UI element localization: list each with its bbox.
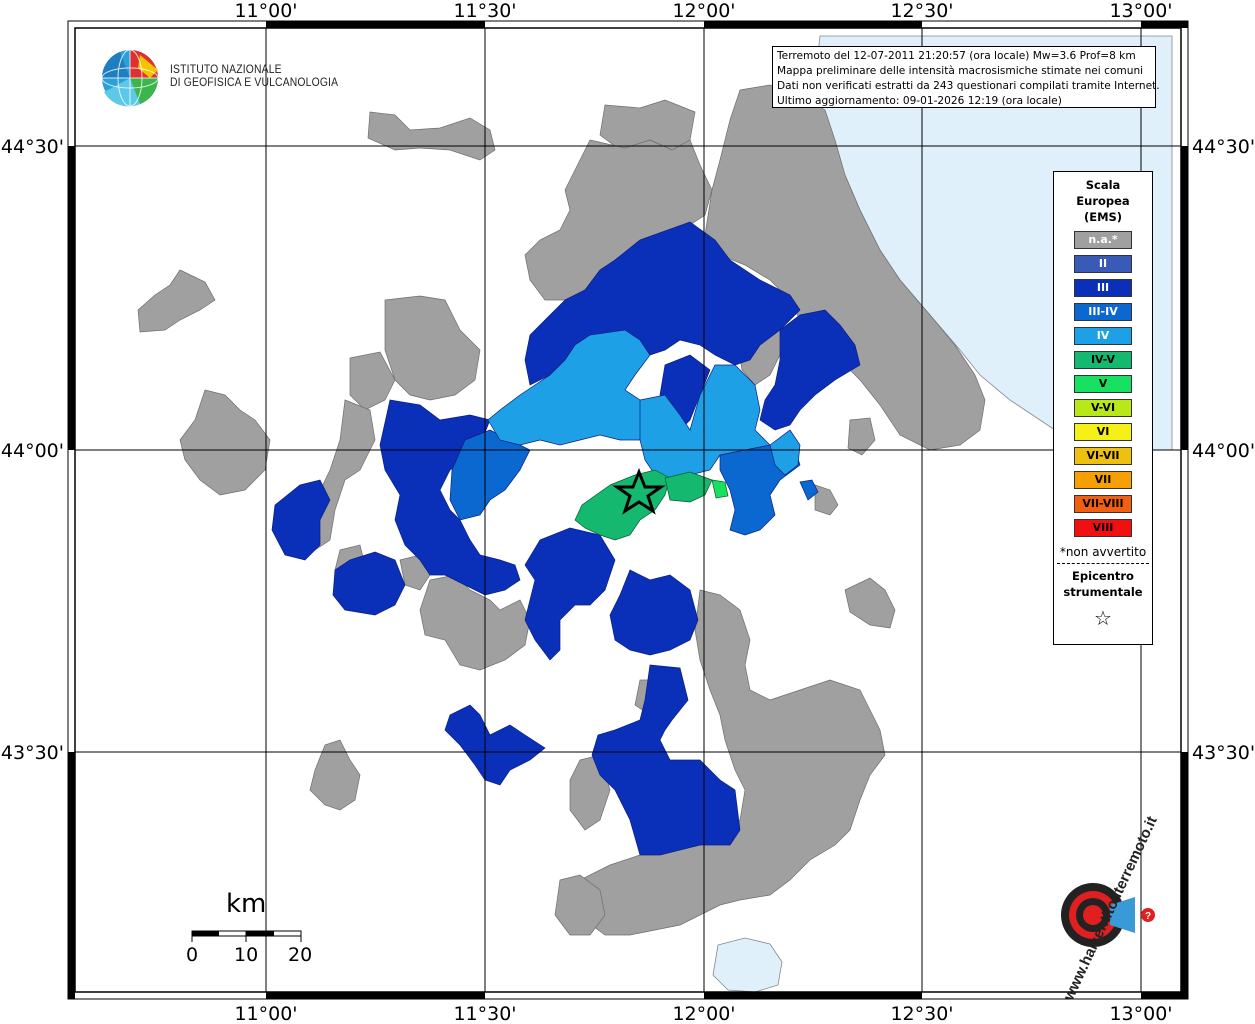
scale-label-0: 0 <box>186 944 199 966</box>
epicenter-star <box>612 467 666 515</box>
map-frame <box>74 27 1182 993</box>
lat-label-right-2: 44°00' <box>1192 440 1255 462</box>
legend-item: n.a.* <box>1074 231 1132 249</box>
lon-label-top-3: 12°00' <box>672 0 735 22</box>
legend-title-line-2: Europea <box>1076 194 1130 208</box>
legend-items: n.a.* II III III-IV IV IV-V V V-VI VI VI-VII VII VI… <box>1054 231 1152 537</box>
lon-label-top-2: 11°30' <box>453 0 516 22</box>
legend-item: VII-VIII <box>1074 495 1132 513</box>
legend-epicenter-line-2: strumentale <box>1063 585 1143 599</box>
lat-label-right-1: 44°30' <box>1192 136 1255 158</box>
legend-title-line-1: Scala <box>1085 178 1121 192</box>
lake-trasimeno <box>712 937 783 993</box>
lon-label-top-4: 12°30' <box>890 0 953 22</box>
legend-item: IV-V <box>1074 351 1132 369</box>
lat-label-right-3: 43°30' <box>1192 742 1255 764</box>
scale-label-20: 20 <box>288 944 313 966</box>
legend-item: VI <box>1074 423 1132 441</box>
lon-label-bottom-5: 13°00' <box>1109 1003 1172 1024</box>
lon-label-bottom-3: 12°00' <box>672 1003 735 1024</box>
ingv-logo-icon <box>101 49 159 107</box>
legend-item: IV <box>1074 327 1132 345</box>
institute-name: ISTITUTO NAZIONALE DI GEOFISICA E VULCAN… <box>170 64 338 90</box>
legend-item: VI-VII <box>1074 447 1132 465</box>
lon-label-top-5: 13°00' <box>1109 0 1172 22</box>
legend-epicenter-line-1: Epicentro <box>1072 569 1134 583</box>
ems-legend: Scala Europea (EMS) n.a.* II III III-IV IV IV… <box>1053 171 1153 645</box>
lat-label-left-1: 44°30' <box>1 136 64 158</box>
legend-separator <box>1057 563 1149 564</box>
legend-item: V-VI <box>1074 399 1132 417</box>
legend-item: VIII <box>1074 519 1132 537</box>
legend-epicenter: Epicentro strumentale <box>1054 568 1152 600</box>
lon-label-top-1: 11°00' <box>234 0 297 22</box>
lon-label-bottom-4: 12°30' <box>890 1003 953 1024</box>
lon-label-bottom-1: 11°00' <box>234 1003 297 1024</box>
legend-item: III <box>1074 279 1132 297</box>
legend-star-icon: ☆ <box>1094 606 1112 630</box>
scale-bar <box>191 930 302 942</box>
scale-label-10: 10 <box>234 944 259 966</box>
svg-text:?: ? <box>1145 911 1151 922</box>
lon-label-bottom-2: 11°30' <box>453 1003 516 1024</box>
haisentito-logo-icon: ? <box>1061 883 1155 947</box>
legend-item: II <box>1074 255 1132 273</box>
legend-title: Scala Europea (EMS) <box>1054 177 1152 225</box>
info-line-4: Ultimo aggiornamento: 09-01-2026 12:19 (… <box>777 95 1062 107</box>
lat-label-left-2: 44°00' <box>1 440 64 462</box>
info-line-1: Terremoto del 12-07-2011 21:20:57 (ora l… <box>777 50 1136 62</box>
municipalities-ems-IV <box>487 329 801 481</box>
frame-ticks <box>68 21 1188 999</box>
lat-label-left-3: 43°30' <box>1 742 64 764</box>
info-line-2: Mappa preliminare delle intensità macros… <box>777 65 1144 77</box>
legend-item: V <box>1074 375 1132 393</box>
legend-note: *non avvertito <box>1059 545 1147 559</box>
info-line-3: Dati non verificati estratti da 243 ques… <box>777 80 1160 92</box>
municipalities-ems-III <box>271 221 861 856</box>
legend-item: VII <box>1074 471 1132 489</box>
institute-line-1: ISTITUTO NAZIONALE <box>170 64 282 76</box>
legend-item: III-IV <box>1074 303 1132 321</box>
scale-unit: km <box>226 889 267 919</box>
municipalities-ems-V <box>711 479 729 499</box>
institute-line-2: DI GEOFISICA E VULCANOLOGIA <box>170 77 339 89</box>
event-info-box: Terremoto del 12-07-2011 21:20:57 (ora l… <box>772 46 1160 108</box>
legend-title-line-3: (EMS) <box>1083 210 1123 224</box>
